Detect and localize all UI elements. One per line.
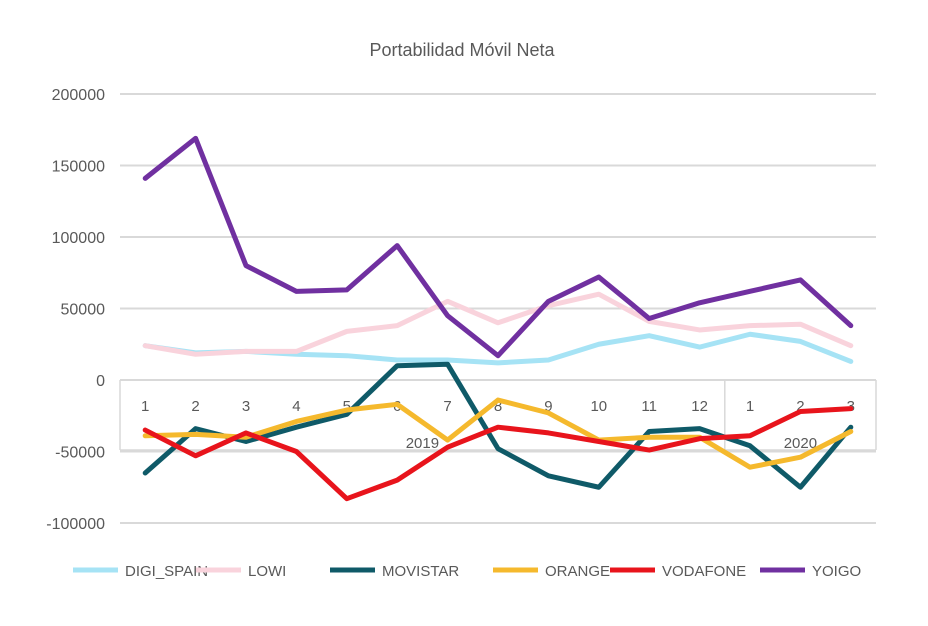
x-tick-label: 2 bbox=[796, 398, 804, 415]
y-tick-label: 50000 bbox=[61, 302, 106, 319]
series-line-vodafone bbox=[142, 406, 854, 502]
x-axis-group-label: 2020 bbox=[784, 435, 817, 452]
legend-label: MOVISTAR bbox=[382, 563, 459, 580]
y-tick-label: -100000 bbox=[46, 516, 105, 533]
gridlines bbox=[120, 93, 876, 524]
x-tick-label: 12 bbox=[691, 398, 708, 415]
series-line-yoigo bbox=[142, 135, 854, 359]
y-tick-label: 100000 bbox=[52, 230, 105, 247]
x-tick-label: 8 bbox=[494, 398, 502, 415]
x-tick-label: 7 bbox=[443, 398, 451, 415]
x-tick-label: 5 bbox=[343, 398, 351, 415]
x-tick-label: 1 bbox=[141, 398, 149, 415]
x-tick-label: 1 bbox=[746, 398, 754, 415]
legend-label: VODAFONE bbox=[662, 563, 746, 580]
x-tick-label: 11 bbox=[641, 398, 657, 415]
legend: DIGI_SPAIN LOWI MOVISTAR ORANGE VODAFONE YOIG… bbox=[73, 563, 861, 580]
y-tick-label: 0 bbox=[96, 373, 105, 390]
series-line-orange bbox=[142, 397, 854, 470]
legend-label: ORANGE bbox=[545, 563, 610, 580]
legend-label: LOWI bbox=[248, 563, 286, 580]
x-tick-label: 9 bbox=[544, 398, 552, 415]
x-axis-group-label: 2019 bbox=[406, 435, 439, 452]
x-tick-label: 2 bbox=[191, 398, 199, 415]
chart-title: Portabilidad Móvil Neta bbox=[369, 40, 555, 60]
y-tick-label: 150000 bbox=[52, 159, 105, 176]
y-tick-label: -50000 bbox=[55, 445, 105, 462]
series-lines bbox=[142, 135, 854, 502]
x-tick-label: 3 bbox=[242, 398, 250, 415]
series-line-lowi bbox=[142, 291, 854, 357]
y-tick-label: 200000 bbox=[52, 87, 105, 104]
x-tick-label: 10 bbox=[590, 398, 607, 415]
series-line-digi_spain bbox=[142, 331, 854, 366]
legend-label: DIGI_SPAIN bbox=[125, 563, 208, 580]
legend-label: YOIGO bbox=[812, 563, 861, 580]
x-tick-label: 4 bbox=[292, 398, 300, 415]
y-axis-ticks: 200000 150000 100000 50000 0 -50000 -100000 bbox=[46, 87, 105, 533]
